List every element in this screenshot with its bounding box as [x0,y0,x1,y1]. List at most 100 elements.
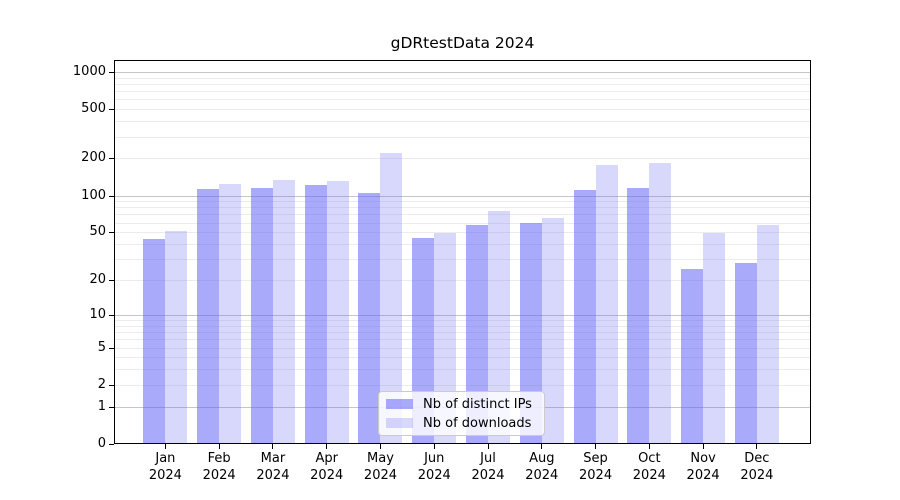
bar-downloads-feb [219,184,242,444]
plot-area [114,60,811,444]
major-gridline [114,314,811,316]
bar-downloads-may [380,153,403,444]
minor-gridline [114,201,811,203]
y-tick-label: 200 [81,150,106,166]
minor-gridline [114,232,811,234]
y-tick-mark [109,72,114,73]
bar-downloads-sep [595,164,618,444]
x-tick-mark [433,444,435,449]
y-tick-label: 0 [97,436,106,451]
bar-downloads-oct [649,162,672,444]
chart-title: gDRtestData 2024 [390,34,535,52]
y-tick-label: 5 [97,339,106,355]
bar-downloads-jul [488,210,511,444]
bar-distinct-ips-mar [250,187,273,444]
x-tick-mark [164,444,166,449]
major-gridline [114,195,811,197]
bar-downloads-nov [703,233,726,444]
minor-gridline [114,332,811,334]
y-tick-mark [109,314,114,316]
x-tick-mark [218,444,220,449]
y-tick-mark [109,384,114,386]
legend-swatch-downloads [386,418,413,428]
x-tick-mark [272,444,274,449]
bar-distinct-ips-sep [573,190,596,444]
minor-gridline [114,320,811,322]
x-tick-mark [487,444,489,449]
x-tick-label: Jul 2024 [471,451,505,483]
bar-distinct-ips-apr [304,184,327,444]
x-tick-mark [326,444,328,449]
minor-gridline [114,109,811,111]
y-tick-label: 50 [89,224,106,240]
x-tick-label: May 2024 [363,451,398,483]
x-tick-label: Mar 2024 [256,451,290,483]
minor-gridline [114,136,811,138]
bar-downloads-mar [272,179,295,444]
bar-distinct-ips-jul [466,225,489,444]
bar-downloads-aug [541,218,564,444]
y-tick-mark [109,195,114,197]
y-tick-mark [109,347,114,349]
x-tick-mark [379,444,381,449]
bar-downloads-apr [326,180,349,444]
bar-distinct-ips-aug [519,222,542,444]
x-tick-label: Aug 2024 [525,451,559,483]
minor-gridline [114,214,811,216]
minor-gridline [114,99,811,101]
y-tick-label: 500 [81,101,106,117]
y-tick-mark [109,158,114,160]
x-tick-label: Oct 2024 [632,451,666,483]
minor-gridline [114,339,811,341]
x-tick-label: Dec 2024 [740,451,774,483]
minor-gridline [114,77,811,79]
major-gridline [114,72,811,73]
x-tick-mark [541,444,543,449]
x-tick-label: Sep 2024 [579,451,613,483]
bar-distinct-ips-feb [197,189,220,444]
y-tick-mark [109,280,114,282]
minor-gridline [114,347,811,349]
bar-distinct-ips-dec [734,262,757,444]
bar-distinct-ips-nov [681,268,704,444]
y-tick-mark [109,109,114,111]
minor-gridline [114,84,811,85]
x-tick-label: Apr 2024 [310,451,344,483]
x-tick-label: Jan 2024 [148,451,182,483]
x-tick-label: Nov 2024 [686,451,720,483]
legend-item-distinct-ips: Nb of distinct IPs [386,397,536,412]
x-tick-mark [702,444,704,449]
minor-gridline [114,384,811,386]
y-tick-label: 10 [89,306,106,322]
x-tick-mark [648,444,650,449]
minor-gridline [114,244,811,246]
minor-gridline [114,280,811,282]
minor-gridline [114,222,811,224]
bar-distinct-ips-may [358,192,381,444]
minor-gridline [114,91,811,93]
minor-gridline [114,325,811,327]
bar-downloads-jan [165,231,188,444]
x-tick-label: Jun 2024 [417,451,451,483]
legend-label-distinct-ips: Nb of distinct IPs [423,396,532,412]
legend-item-downloads: Nb of downloads [386,416,536,431]
minor-gridline [114,357,811,359]
bar-downloads-dec [756,225,779,444]
bar-distinct-ips-jan [143,239,166,444]
legend: Nb of distinct IPs Nb of downloads [378,391,545,436]
x-tick-mark [595,444,597,449]
minor-gridline [114,369,811,371]
minor-gridline [114,207,811,209]
x-tick-mark [756,444,758,449]
x-tick-label: Feb 2024 [202,451,236,483]
y-tick-mark [109,406,114,408]
y-tick-label: 100 [81,187,106,203]
bar-distinct-ips-oct [627,187,650,444]
minor-gridline [114,121,811,123]
legend-label-downloads: Nb of downloads [423,415,532,431]
y-tick-label: 2 [97,376,106,392]
minor-gridline [114,259,811,261]
minor-gridline [114,158,811,160]
y-tick-mark [109,444,114,445]
